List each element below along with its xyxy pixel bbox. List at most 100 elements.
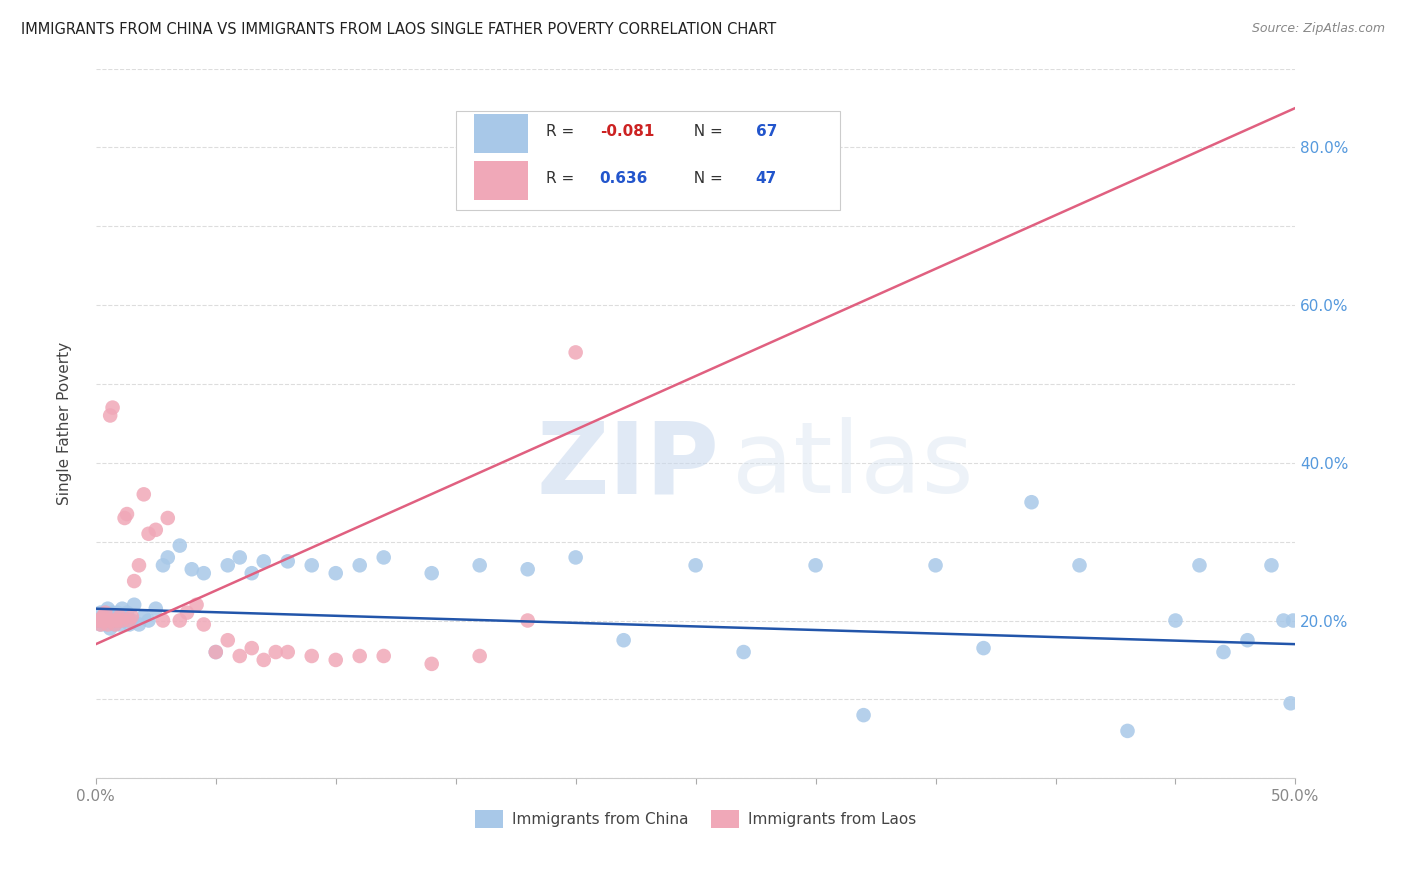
Point [94, 606, 117, 620]
Point [277, 645, 299, 659]
Point [128, 558, 150, 573]
Point [101, 614, 124, 628]
Point [105, 614, 128, 628]
Point [98, 614, 121, 628]
Point [193, 617, 215, 632]
Point [217, 558, 239, 573]
Text: ZIP: ZIP [537, 417, 720, 515]
Point [468, 648, 491, 663]
Point [91, 614, 114, 628]
Point [156, 511, 179, 525]
Point [104, 609, 127, 624]
Point [1279, 696, 1302, 710]
Point [94, 606, 117, 620]
Point [90, 606, 112, 620]
Point [924, 558, 946, 573]
Point [90, 617, 112, 632]
Point [973, 641, 995, 656]
Point [122, 574, 145, 588]
Point [91, 609, 114, 624]
Point [1021, 495, 1043, 509]
Point [516, 562, 538, 576]
Point [1236, 633, 1258, 648]
Text: N =: N = [683, 171, 727, 186]
Point [156, 550, 179, 565]
Point [132, 609, 155, 624]
Text: R =: R = [546, 171, 579, 186]
Point [115, 606, 138, 620]
Point [128, 617, 150, 632]
Point [104, 617, 127, 632]
Y-axis label: Single Father Poverty: Single Father Poverty [58, 342, 72, 505]
Point [301, 558, 323, 573]
FancyBboxPatch shape [474, 114, 527, 153]
FancyBboxPatch shape [456, 112, 839, 211]
Point [349, 648, 371, 663]
Point [516, 614, 538, 628]
Text: N =: N = [683, 124, 727, 139]
Point [111, 609, 134, 624]
Text: 0.636: 0.636 [599, 171, 648, 186]
Point [193, 566, 215, 581]
Point [104, 617, 127, 632]
Point [169, 614, 191, 628]
Point [1164, 614, 1187, 628]
Point [91, 609, 114, 624]
Point [564, 550, 586, 565]
FancyBboxPatch shape [474, 161, 527, 200]
Point [104, 614, 127, 628]
Point [97, 617, 120, 632]
Point [111, 614, 134, 628]
Point [564, 345, 586, 359]
Point [253, 653, 276, 667]
Point [204, 645, 226, 659]
Point [1188, 558, 1211, 573]
Point [325, 566, 347, 581]
Point [685, 558, 707, 573]
Text: R =: R = [546, 124, 579, 139]
Point [94, 617, 117, 632]
Text: 47: 47 [755, 171, 778, 186]
Point [468, 558, 491, 573]
Point [114, 511, 136, 525]
Point [118, 614, 141, 628]
Point [138, 526, 160, 541]
Point [132, 487, 155, 501]
Point [121, 609, 143, 624]
Point [1282, 614, 1305, 628]
Point [101, 606, 124, 620]
Point [229, 550, 252, 565]
Point [145, 601, 167, 615]
Point [152, 558, 174, 573]
Point [108, 609, 131, 624]
Point [115, 507, 138, 521]
Point [108, 614, 131, 628]
Point [90, 617, 112, 632]
Point [186, 598, 208, 612]
Point [420, 566, 443, 581]
Text: atlas: atlas [731, 417, 973, 515]
Point [852, 708, 875, 723]
Point [349, 558, 371, 573]
Point [97, 601, 120, 615]
Point [325, 653, 347, 667]
Point [264, 645, 287, 659]
Text: -0.081: -0.081 [599, 124, 654, 139]
Point [121, 614, 143, 628]
Text: IMMIGRANTS FROM CHINA VS IMMIGRANTS FROM LAOS SINGLE FATHER POVERTY CORRELATION : IMMIGRANTS FROM CHINA VS IMMIGRANTS FROM… [21, 22, 776, 37]
Point [253, 554, 276, 568]
Point [1272, 614, 1295, 628]
Point [373, 550, 395, 565]
Point [240, 641, 263, 656]
Point [98, 621, 121, 635]
Point [804, 558, 827, 573]
Point [97, 614, 120, 628]
Point [145, 523, 167, 537]
Point [105, 614, 128, 628]
Point [90, 614, 112, 628]
Point [122, 598, 145, 612]
Point [229, 648, 252, 663]
Point [277, 554, 299, 568]
Point [138, 614, 160, 628]
Point [152, 614, 174, 628]
